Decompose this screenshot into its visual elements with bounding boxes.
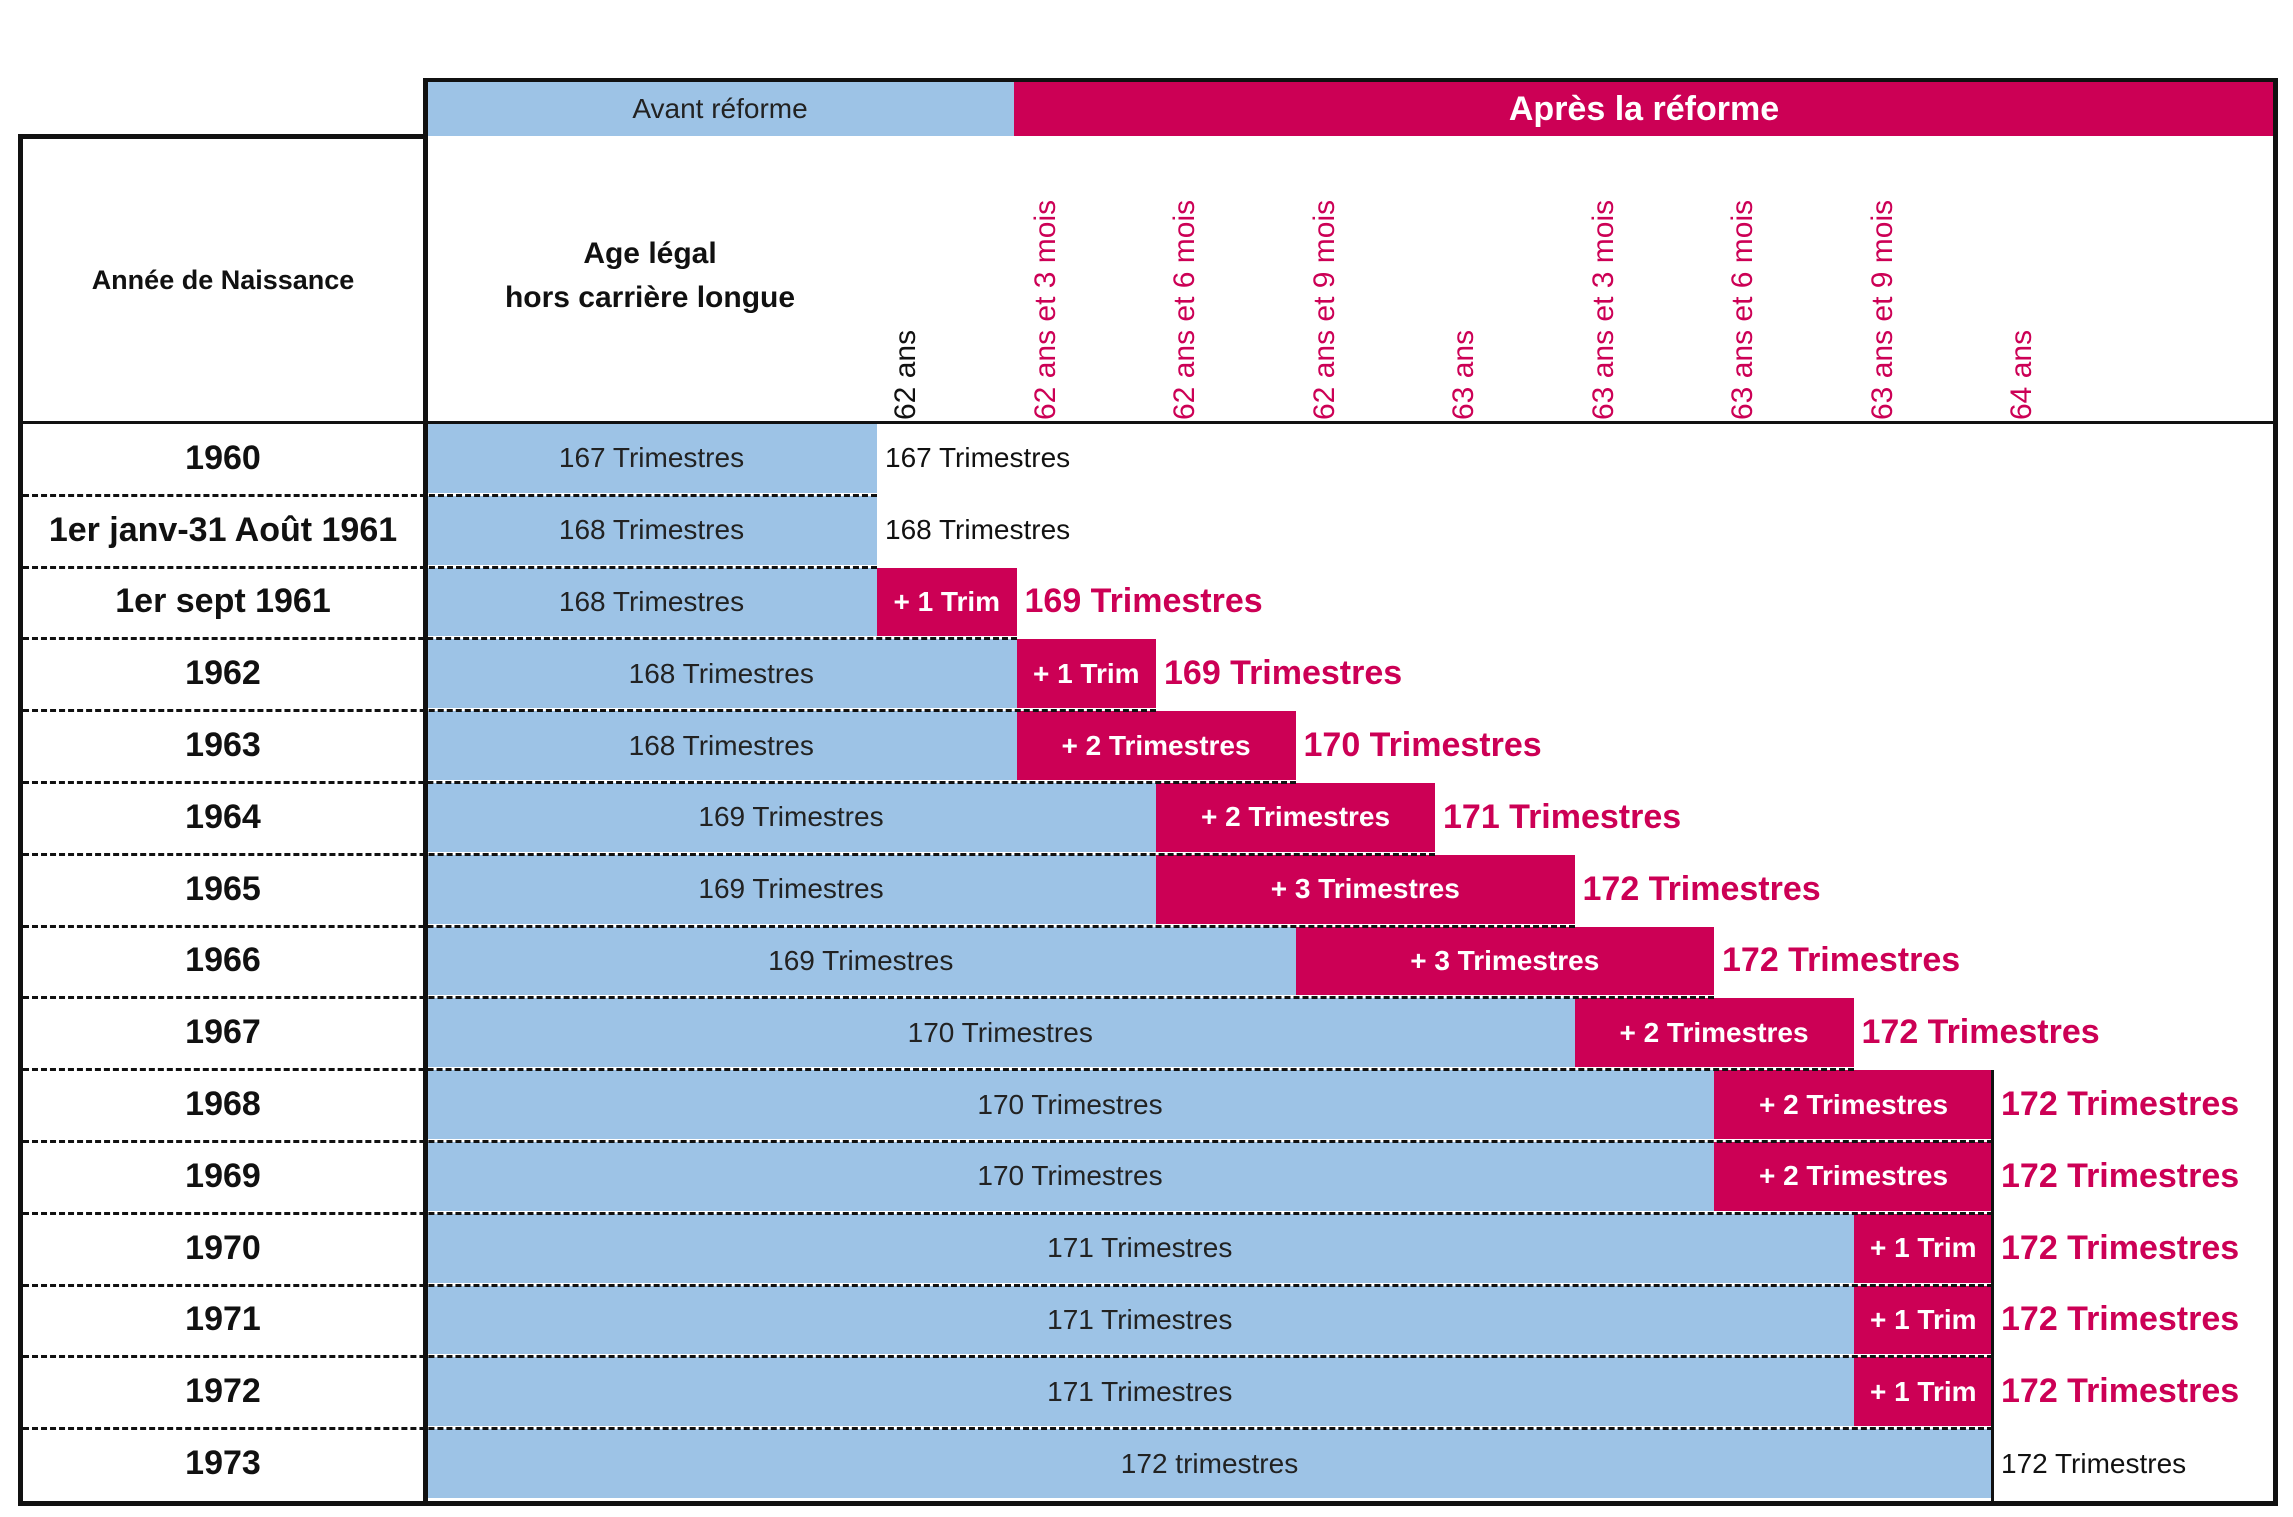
row-separator	[23, 781, 1296, 784]
row-separator	[23, 637, 1017, 641]
total-quarters-label: 172 Trimestres	[2001, 1447, 2187, 1479]
legal-age-title-line2: hors carrière longue	[504, 281, 796, 314]
added-quarters-bar: + 1 Trim	[877, 567, 1017, 637]
before-reform-bar: 170 Trimestres	[426, 1142, 1714, 1211]
header-bottom-border	[423, 421, 2277, 424]
after-reform-header: Après la réforme	[1014, 82, 2274, 136]
total-quarters-label: 172 Trimestres	[2001, 1156, 2240, 1195]
header-left-bottom-border	[18, 421, 426, 424]
row-separator	[23, 1355, 1993, 1359]
before-reform-bar: 169 Trimestres	[426, 854, 1156, 924]
added-quarters-bar: + 2 Trimestres	[1156, 783, 1435, 852]
outer-border-bottom	[18, 1501, 2278, 1506]
birth-year-label: 1968	[185, 1085, 261, 1124]
age-column-label: 62 ans	[889, 329, 922, 420]
birth-year-label: 1960	[185, 438, 261, 477]
added-quarters-bar: + 1 Trim	[1016, 639, 1156, 709]
row-separator	[23, 852, 1435, 856]
birth-year-label: 1963	[185, 726, 261, 765]
birth-year-label: 1er sept 1961	[115, 582, 331, 621]
age-column-label: 62 ans et 6 mois	[1168, 199, 1201, 420]
age-column-label: 63 ans et 3 mois	[1586, 199, 1620, 420]
birth-year-label: 1967	[185, 1013, 261, 1052]
outer-border-top-left	[18, 134, 426, 139]
total-quarters-label: 172 Trimestres	[1582, 869, 1821, 908]
age-column-label: 62 ans et 9 mois	[1307, 199, 1341, 420]
total-quarters-label: 172 Trimestres	[2001, 1372, 2240, 1411]
birth-year-label: 1964	[185, 797, 261, 836]
total-quarters-label: 167 Trimestres	[885, 442, 1071, 474]
age-column-label: 62 ans et 3 mois	[1028, 199, 1062, 420]
row-separator	[23, 709, 1156, 713]
birth-year-label: 1973	[185, 1444, 261, 1483]
added-quarters-bar: + 1 Trim	[1853, 1213, 1993, 1283]
added-quarters-bar: + 1 Trim	[1853, 1285, 1993, 1355]
birth-year-label: 1971	[185, 1300, 261, 1339]
before-reform-bar: 169 Trimestres	[426, 783, 1156, 852]
birth-year-label: 1962	[185, 654, 261, 693]
total-quarters-label: 172 Trimestres	[2001, 1228, 2240, 1267]
before-reform-bar: 167 Trimestres	[426, 424, 877, 493]
total-quarters-label: 172 Trimestres	[1722, 941, 1961, 980]
birth-year-label: 1er janv-31 Août 1961	[48, 510, 398, 549]
row-separator	[23, 1140, 1993, 1143]
birth-year-label: 1970	[185, 1228, 261, 1267]
added-quarters-bar: + 2 Trimestres	[1714, 1070, 1993, 1139]
before-reform-bar: 168 Trimestres	[426, 639, 1017, 709]
outer-border-right	[2273, 78, 2278, 1504]
total-quarters-label: 168 Trimestres	[885, 514, 1071, 546]
birth-year-label: 1972	[185, 1372, 261, 1411]
age-column-label: 63 ans et 9 mois	[1865, 199, 1899, 420]
row-separator	[23, 1211, 1993, 1215]
row-separator	[23, 1068, 1854, 1072]
total-quarters-label: 170 Trimestres	[1303, 726, 1542, 765]
before-reform-bar: 170 Trimestres	[426, 1070, 1714, 1139]
total-quarters-label: 172 Trimestres	[2001, 1300, 2240, 1339]
total-quarters-label: 172 Trimestres	[1861, 1013, 2100, 1052]
row-separator	[23, 996, 1714, 1000]
birth-year-label: 1965	[185, 869, 261, 908]
row-separator	[23, 1283, 1993, 1287]
before-reform-bar: 171 Trimestres	[426, 1285, 1854, 1355]
row-separator	[23, 924, 1575, 928]
added-quarters-bar: + 2 Trimestres	[1016, 711, 1296, 780]
before-reform-bar: 168 Trimestres	[426, 567, 877, 637]
before-reform-bar: 169 Trimestres	[426, 926, 1296, 996]
age-column-label: 64 ans	[2005, 329, 2038, 420]
year-column-divider	[423, 78, 428, 1504]
before-reform-bar: 168 Trimestres	[426, 495, 877, 565]
legal-age-title: Age légal hors carrière longue	[440, 232, 860, 320]
age-column-label: 63 ans	[1447, 329, 1480, 420]
added-quarters-bar: + 2 Trimestres	[1574, 998, 1854, 1068]
row-separator	[23, 565, 877, 569]
birth-year-title: Année de Naissance	[91, 264, 355, 295]
total-quarters-label: 169 Trimestres	[1164, 654, 1403, 693]
late-rows-divider	[1991, 1070, 1994, 1501]
before-reform-header: Avant réforme	[426, 82, 1014, 136]
legal-age-title-line1: Age légal	[583, 237, 717, 270]
added-quarters-bar: + 3 Trimestres	[1295, 926, 1714, 996]
before-reform-bar: 170 Trimestres	[426, 998, 1575, 1068]
outer-border-left	[18, 134, 23, 1504]
birth-year-label: 1969	[185, 1156, 261, 1195]
row-separator	[23, 1427, 1993, 1431]
row-separator	[23, 493, 877, 497]
total-quarters-label: 172 Trimestres	[2001, 1085, 2240, 1124]
added-quarters-bar: + 3 Trimestres	[1156, 854, 1575, 924]
before-reform-bar: 171 Trimestres	[426, 1213, 1854, 1283]
birth-year-label: 1966	[185, 941, 261, 980]
total-quarters-label: 169 Trimestres	[1024, 582, 1263, 621]
before-reform-bar: 171 Trimestres	[426, 1357, 1854, 1427]
before-reform-bar: 172 trimestres	[426, 1429, 1993, 1498]
added-quarters-bar: + 2 Trimestres	[1714, 1142, 1993, 1211]
total-quarters-label: 171 Trimestres	[1443, 797, 1682, 836]
before-reform-bar: 168 Trimestres	[426, 711, 1017, 780]
age-column-label: 63 ans et 6 mois	[1726, 199, 1759, 420]
outer-border-top-header	[423, 78, 2277, 82]
added-quarters-bar: + 1 Trim	[1853, 1357, 1993, 1427]
